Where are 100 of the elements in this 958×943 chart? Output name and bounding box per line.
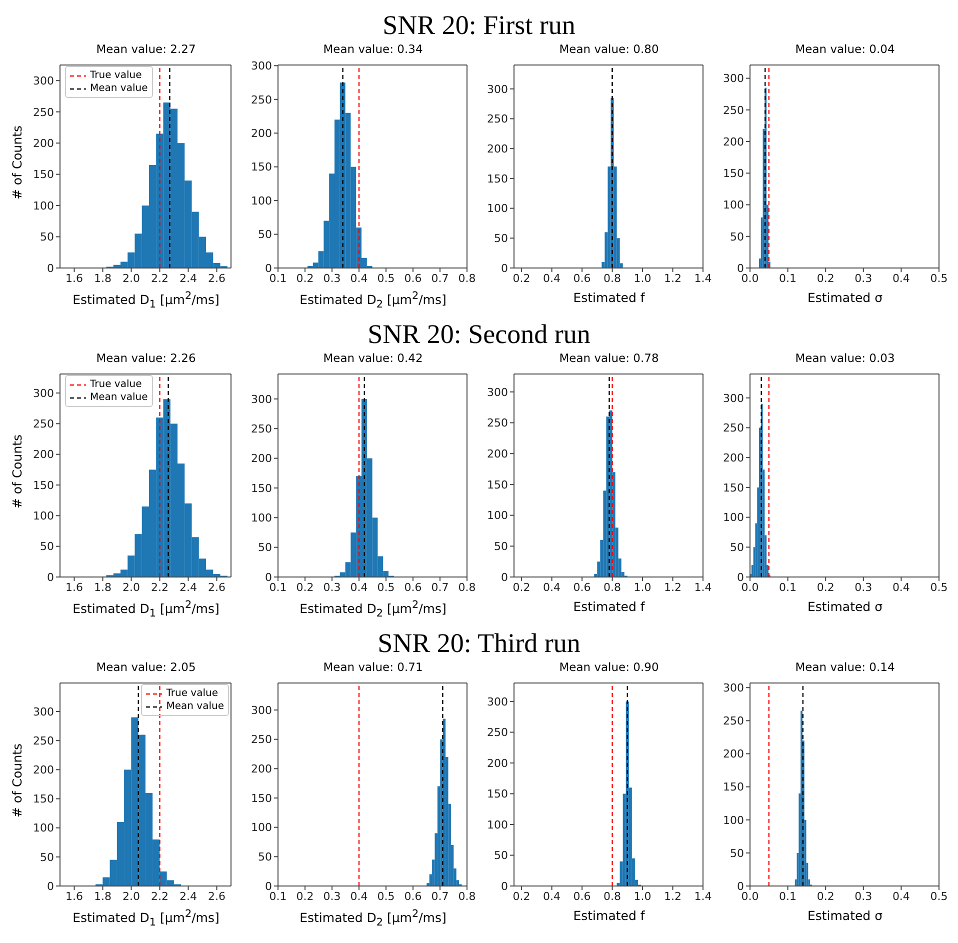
y-tick-label: 150 (723, 780, 744, 794)
x-tick-label: 0.4 (543, 890, 561, 903)
x-tick-label: 2.0 (122, 890, 140, 903)
x-tick-label: 1.2 (664, 272, 682, 285)
x-tick-label: 0.2 (816, 272, 834, 285)
y-tick-label: 300 (33, 386, 54, 400)
x-tick-label: 1.8 (94, 890, 112, 903)
y-tick-label: 0 (265, 570, 272, 584)
chart-title: Mean value: 0.71 (322, 660, 424, 676)
x-axis-title: Estimated D$_{2}$ [μm$^{2}$/ms] (298, 599, 448, 620)
x-axis-title: Estimated D$_{1}$ [μm$^{2}$/ms] (72, 290, 220, 311)
x-tick-label: 0.8 (604, 272, 622, 285)
y-tick-label: 200 (33, 136, 54, 150)
y-tick-label: 100 (487, 818, 508, 832)
y-tick-label: 150 (487, 172, 508, 186)
y-tick-label: 200 (487, 448, 508, 460)
y-tick-label: 50 (494, 849, 508, 862)
x-tick-label: 0.7 (431, 272, 449, 285)
chart-title: Mean value: 0.42 (322, 351, 424, 367)
x-axis-title: Estimated f (572, 908, 646, 923)
y-tick-label: 0 (47, 570, 54, 584)
x-tick-label: 0.8 (604, 580, 622, 594)
y-tick-label: 300 (251, 60, 272, 73)
x-tick-label: 1.4 (694, 272, 712, 285)
y-tick-label: 300 (723, 682, 744, 695)
y-tick-label: 200 (487, 756, 508, 770)
y-tick-label: 150 (723, 481, 744, 494)
x-tick-label: 0.2 (816, 580, 834, 594)
y-tick-label: 200 (33, 448, 54, 462)
y-tick-label: 50 (258, 228, 272, 242)
x-tick-label: 0.4 (892, 272, 910, 285)
x-tick-label: 0.7 (431, 580, 449, 594)
x-axis-title: Estimated σ (806, 908, 884, 923)
x-tick-label: 0.1 (779, 580, 797, 594)
x-tick-label: 0.4 (543, 272, 561, 285)
chart-title: Mean value: 0.04 (794, 42, 896, 58)
y-tick-label: 100 (487, 202, 508, 216)
x-tick-label: 0.5 (930, 890, 948, 903)
y-tick-label: 0 (737, 262, 744, 275)
y-tick-label: 250 (723, 104, 744, 117)
x-tick-label: 0.2 (512, 890, 530, 903)
y-tick-label: 150 (33, 168, 54, 182)
x-tick-label: 0.6 (573, 580, 591, 594)
x-tick-label: 2.0 (122, 580, 140, 594)
x-tick-label: 2.4 (180, 580, 197, 594)
x-tick-label: 0.5 (377, 580, 395, 594)
x-tick-label: 2.2 (151, 890, 168, 903)
x-tick-label: 2.6 (208, 580, 226, 594)
y-tick-label: 100 (723, 814, 744, 827)
x-tick-label: 1.4 (694, 890, 712, 903)
y-tick-label: 100 (33, 510, 54, 523)
x-tick-label: 0.1 (779, 272, 797, 285)
chart-title: Mean value: 0.80 (558, 42, 660, 58)
x-tick-label: 0.5 (930, 272, 948, 285)
x-tick-label: 0.6 (573, 272, 591, 285)
y-tick-label: 150 (487, 478, 508, 492)
x-tick-label: 2.2 (151, 580, 168, 594)
ref-line-label: Mean value (90, 82, 148, 95)
y-tick-label: 50 (494, 540, 508, 554)
x-tick-label: 0.3 (854, 580, 872, 594)
x-tick-label: 2.6 (208, 890, 226, 903)
y-tick-label: 250 (33, 418, 54, 431)
chart-title: Mean value: 2.26 (95, 351, 197, 367)
x-axis-title: Estimated D$_{2}$ [μm$^{2}$/ms] (298, 290, 448, 311)
x-axis-title: Estimated D$_{1}$ [μm$^{2}$/ms] (72, 599, 220, 620)
x-tick-label: 0.0 (741, 272, 759, 285)
chart-title: Mean value: 2.05 (95, 660, 197, 676)
x-tick-label: 0.3 (323, 272, 341, 285)
y-tick-label: 250 (487, 112, 508, 126)
y-tick-label: 150 (251, 482, 272, 495)
y-axis-title: # of Counts (10, 742, 25, 818)
y-tick-label: 150 (33, 792, 54, 806)
y-tick-label: 50 (258, 541, 272, 554)
y-tick-label: 50 (494, 232, 508, 246)
y-tick-label: 0 (47, 880, 54, 893)
x-tick-label: 0.5 (930, 580, 948, 594)
x-tick-label: 0.8 (458, 272, 476, 285)
y-tick-label: 300 (723, 72, 744, 86)
x-tick-label: 1.8 (94, 272, 112, 285)
ref-line-label: True value (166, 687, 218, 700)
y-tick-label: 150 (251, 792, 272, 805)
x-tick-label: 0.6 (573, 890, 591, 903)
y-tick-label: 300 (251, 704, 272, 717)
x-tick-label: 1.4 (694, 580, 712, 594)
y-tick-label: 300 (487, 82, 508, 96)
y-tick-label: 0 (501, 570, 508, 584)
x-tick-label: 0.7 (431, 890, 449, 903)
x-tick-label: 0.5 (377, 890, 395, 903)
y-tick-label: 50 (40, 540, 54, 554)
y-tick-label: 200 (33, 764, 54, 777)
x-tick-label: 0.3 (854, 890, 872, 903)
x-axis-title: Estimated D$_{1}$ [μm$^{2}$/ms] (72, 908, 220, 929)
x-tick-label: 0.4 (350, 580, 368, 594)
y-tick-label: 100 (723, 198, 744, 212)
y-tick-label: 0 (265, 880, 272, 893)
x-tick-label: 0.2 (512, 580, 530, 594)
x-tick-label: 0.2 (816, 890, 834, 903)
x-tick-label: 1.6 (66, 890, 83, 903)
x-tick-label: 0.2 (296, 272, 314, 285)
y-tick-label: 50 (258, 850, 272, 864)
